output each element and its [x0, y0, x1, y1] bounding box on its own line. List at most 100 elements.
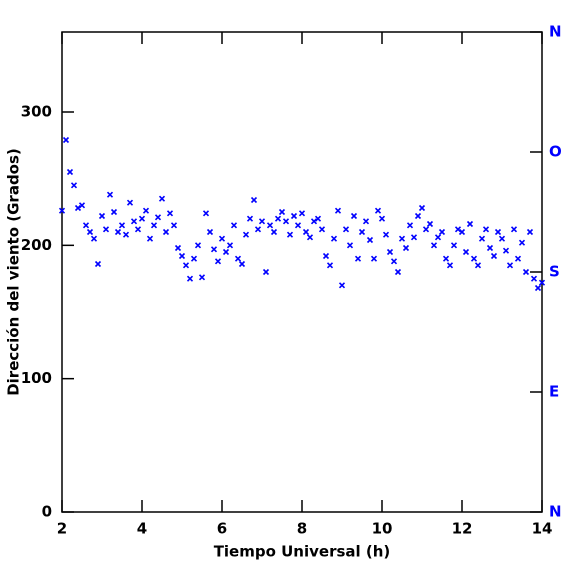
point: [70, 182, 78, 189]
point: [174, 244, 182, 252]
point: [502, 247, 510, 254]
point: [430, 242, 438, 249]
point: [394, 268, 402, 276]
point: [158, 195, 166, 202]
point: [226, 242, 234, 249]
point: [386, 248, 394, 256]
point: [434, 234, 442, 241]
point: [458, 228, 466, 236]
y-axis-title: Dirección del viento (Grados): [5, 148, 23, 396]
point: [94, 260, 102, 268]
point: [258, 218, 266, 225]
point: [222, 248, 230, 256]
point: [74, 204, 82, 212]
point: [130, 218, 138, 225]
point: [470, 255, 478, 262]
point: [150, 222, 158, 229]
point: [330, 235, 338, 242]
x-tick-label: 6: [217, 520, 227, 538]
point: [346, 242, 354, 249]
point: [110, 208, 118, 216]
point: [114, 228, 122, 236]
point: [154, 214, 162, 221]
point: [362, 218, 370, 225]
point: [66, 168, 74, 176]
point: [498, 235, 506, 242]
point: [370, 255, 378, 262]
point: [206, 228, 214, 236]
point: [358, 228, 366, 236]
point: [98, 212, 106, 220]
point: [138, 215, 146, 222]
point: [266, 222, 274, 229]
point: [538, 279, 546, 286]
point: [438, 228, 446, 236]
point: [234, 255, 242, 262]
x-tick-label: 10: [372, 520, 393, 538]
point: [170, 222, 178, 229]
point: [446, 262, 454, 269]
x-tick-label: 14: [532, 520, 553, 538]
point: [310, 218, 318, 225]
x-tick-label: 2: [57, 520, 67, 538]
point: [214, 258, 222, 265]
y2-tick-label: N: [549, 503, 562, 521]
point: [366, 236, 374, 244]
y2-tick-label: N: [549, 23, 562, 41]
point: [294, 222, 302, 229]
point: [126, 199, 134, 206]
point: [486, 244, 494, 252]
point: [250, 196, 258, 204]
point: [350, 212, 358, 220]
point: [494, 228, 502, 236]
point: [374, 207, 382, 214]
point: [342, 226, 350, 233]
plot-frame: [61, 31, 543, 513]
point: [286, 231, 294, 238]
point: [398, 235, 406, 242]
y-tick-label: 0: [42, 503, 52, 521]
point: [410, 234, 418, 241]
point: [190, 255, 198, 262]
y-tick-label: 100: [21, 369, 52, 387]
point: [118, 222, 126, 229]
point: [306, 234, 314, 241]
point: [238, 260, 246, 268]
point: [298, 210, 306, 217]
point: [58, 207, 66, 214]
y2-tick-label: O: [549, 143, 562, 161]
point: [82, 222, 90, 229]
point: [282, 218, 290, 225]
point: [414, 212, 422, 220]
point: [454, 226, 462, 233]
point: [314, 215, 322, 222]
y-tick-label: 300: [21, 103, 52, 121]
point: [262, 268, 270, 276]
point: [522, 268, 530, 276]
point: [390, 258, 398, 265]
point: [354, 255, 362, 262]
y-tick-label: 200: [21, 236, 52, 254]
point: [302, 228, 310, 236]
point: [78, 202, 86, 209]
point: [210, 246, 218, 253]
point: [290, 212, 298, 220]
point: [162, 228, 170, 236]
point: [230, 222, 238, 229]
y2-tick-label: E: [549, 383, 559, 401]
point: [178, 252, 186, 260]
point: [102, 226, 110, 233]
point: [274, 215, 282, 222]
point: [518, 239, 526, 246]
point: [142, 207, 150, 214]
point: [478, 235, 486, 242]
point: [378, 215, 386, 222]
point: [122, 231, 130, 238]
point: [218, 235, 226, 242]
x-axis-title: Tiempo Universal (h): [214, 543, 391, 561]
point: [202, 210, 210, 217]
point: [474, 262, 482, 269]
point: [530, 275, 538, 282]
point: [198, 274, 206, 281]
point: [278, 208, 286, 216]
